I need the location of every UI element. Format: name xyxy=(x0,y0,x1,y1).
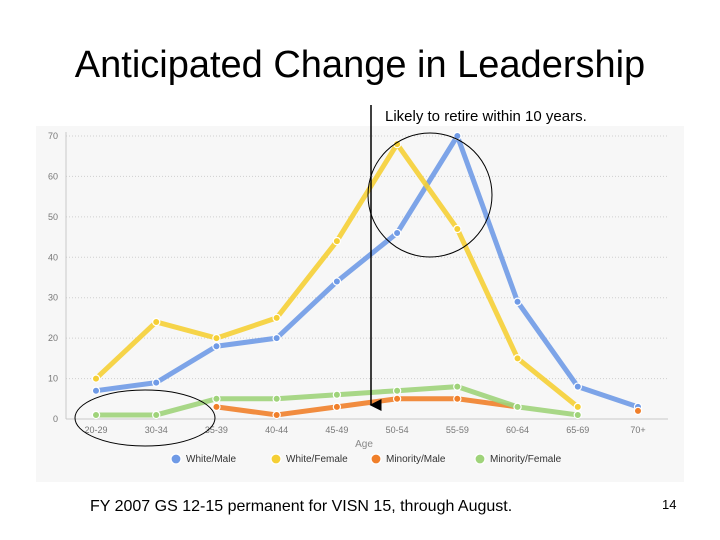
x-tick-label: 50-54 xyxy=(386,425,409,435)
data-point-white-female xyxy=(272,313,281,323)
data-point-minority-female xyxy=(212,394,221,403)
x-tick-label: 55-59 xyxy=(446,425,469,435)
x-tick-label: 70+ xyxy=(630,425,645,435)
data-point-minority-female xyxy=(91,410,101,420)
legend-marker-white-male xyxy=(170,453,182,465)
legend-marker-minority-female xyxy=(474,453,486,465)
x-tick-label: 65-69 xyxy=(566,425,589,435)
footer-note: FY 2007 GS 12-15 permanent for VISN 15, … xyxy=(90,498,513,515)
data-point-minority-female xyxy=(392,386,402,395)
y-tick-label: 20 xyxy=(48,333,58,343)
data-point-minority-male xyxy=(453,394,462,403)
y-tick-label: 10 xyxy=(48,374,58,384)
data-point-minority-male xyxy=(212,402,221,412)
x-tick-label: 35-39 xyxy=(205,425,228,435)
data-point-minority-female xyxy=(453,382,462,391)
series-line-minority-male xyxy=(213,396,521,418)
data-point-white-male xyxy=(272,333,281,343)
chart-canvas: 0 10 20 30 40 50 60 70 20-29 30-34 35-39 40-44 45-49… xyxy=(48,131,668,465)
data-point-white-female xyxy=(453,224,462,234)
y-tick-label: 40 xyxy=(48,252,58,262)
legend-label-minority-female: Minority/Female xyxy=(490,454,562,465)
data-point-minority-male xyxy=(272,410,281,420)
data-point-minority-male xyxy=(392,394,402,403)
x-tick-label: 45-49 xyxy=(325,425,348,435)
data-point-minority-female xyxy=(332,390,342,399)
data-point-minority-male xyxy=(332,402,342,412)
data-point-white-female xyxy=(573,402,582,412)
x-tick-label: 30-34 xyxy=(145,425,168,435)
slide-title: Anticipated Change in Leadership xyxy=(74,44,646,86)
data-point-white-female xyxy=(152,317,161,327)
data-point-minority-female xyxy=(573,410,582,420)
legend-marker-minority-male xyxy=(370,453,382,465)
data-point-white-male xyxy=(332,277,342,286)
peak-highlight-circle xyxy=(367,132,493,258)
y-tick-label: 50 xyxy=(48,212,58,222)
data-point-white-female xyxy=(212,333,221,343)
legend-marker-white-female xyxy=(270,453,282,465)
series-line-white-male xyxy=(93,133,641,410)
slide-number: 14 xyxy=(662,497,677,512)
line-chart: 0 10 20 30 40 50 60 70 20-29 30-34 35-39 40-44 45-49… xyxy=(36,126,684,482)
data-point-white-female xyxy=(392,139,402,149)
data-point-white-male xyxy=(212,342,221,351)
x-tick-label: 20-29 xyxy=(84,425,107,435)
data-point-white-male xyxy=(152,378,161,387)
data-point-white-male xyxy=(392,228,402,238)
legend-label-minority-male: Minority/Male xyxy=(386,454,446,465)
x-tick-label: 60-64 xyxy=(506,425,529,435)
x-tick-label: 40-44 xyxy=(265,425,288,435)
low-young-highlight-ellipse xyxy=(74,389,216,447)
data-point-white-male xyxy=(513,297,522,306)
legend-label-white-male: White/Male xyxy=(186,454,236,465)
data-point-white-female xyxy=(513,354,522,363)
data-point-white-male xyxy=(573,382,582,391)
y-tick-label: 60 xyxy=(48,171,58,181)
x-axis-title: Age xyxy=(355,439,373,450)
y-tick-label: 0 xyxy=(53,414,58,424)
data-point-minority-male xyxy=(633,406,643,416)
legend-label-white-female: White/Female xyxy=(286,454,348,465)
data-point-minority-female xyxy=(152,410,161,420)
data-point-white-male xyxy=(91,386,101,395)
y-tick-label: 70 xyxy=(48,131,58,141)
y-tick-label: 30 xyxy=(48,293,58,303)
data-point-white-female xyxy=(332,236,342,246)
retirement-annotation: Likely to retire within 10 years. xyxy=(385,108,587,125)
data-point-white-female xyxy=(91,374,101,383)
data-point-minority-female xyxy=(272,394,281,403)
data-point-minority-female xyxy=(513,402,522,412)
